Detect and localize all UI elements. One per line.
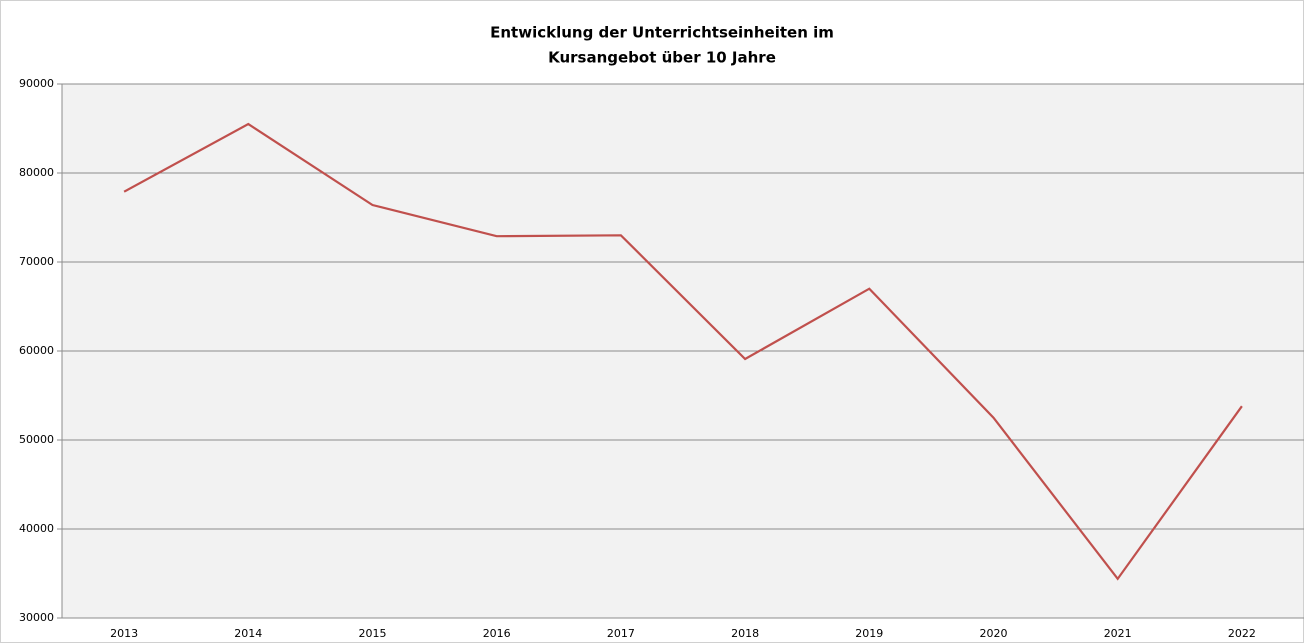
x-tick-label: 2020: [980, 627, 1008, 640]
chart-title: Kursangebot über 10 Jahre: [548, 49, 776, 67]
data-line: [123, 122, 1243, 581]
y-tick-label: 40000: [19, 522, 54, 535]
y-tick-label: 50000: [19, 433, 54, 446]
x-tick-label: 2014: [234, 627, 262, 640]
x-tick-label: 2017: [607, 627, 635, 640]
x-tick-label: 2019: [855, 627, 883, 640]
y-tick-label: 30000: [19, 611, 54, 624]
x-tick-label: 2022: [1228, 627, 1256, 640]
chart-title: Entwicklung der Unterrichtseinheiten im: [490, 24, 834, 42]
x-tick-label: 2016: [483, 627, 511, 640]
y-tick-label: 80000: [19, 166, 54, 179]
y-tick-label: 60000: [19, 344, 54, 357]
x-tick-label: 2018: [731, 627, 759, 640]
x-tick-label: 2015: [359, 627, 387, 640]
y-tick-label: 70000: [19, 255, 54, 268]
x-tick-label: 2013: [110, 627, 138, 640]
x-tick-label: 2021: [1104, 627, 1132, 640]
y-tick-label: 90000: [19, 77, 54, 90]
